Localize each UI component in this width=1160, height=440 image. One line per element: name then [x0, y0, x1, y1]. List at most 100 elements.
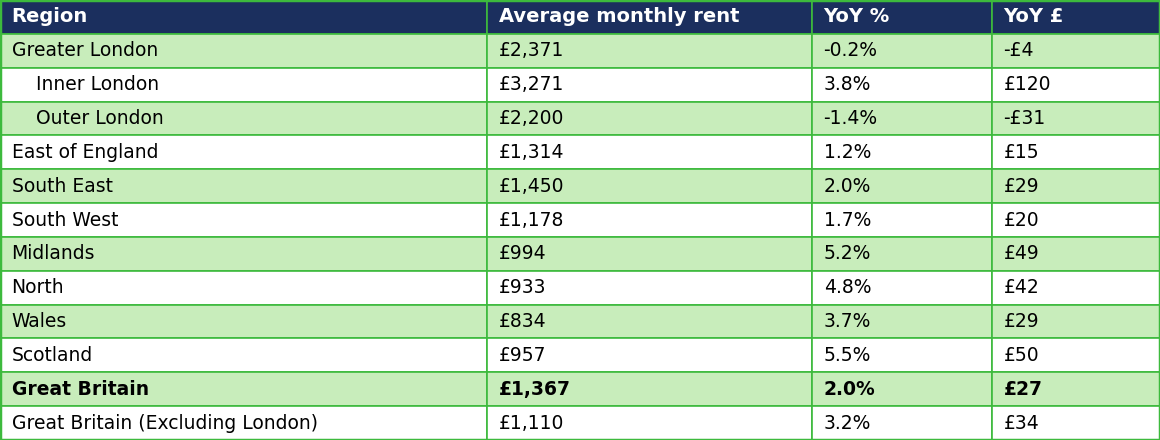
- Text: 3.8%: 3.8%: [824, 75, 871, 94]
- Text: £1,367: £1,367: [499, 380, 571, 399]
- Text: £1,110: £1,110: [499, 414, 564, 433]
- Text: Great Britain: Great Britain: [12, 380, 148, 399]
- Text: Great Britain (Excluding London): Great Britain (Excluding London): [12, 414, 318, 433]
- Bar: [0, 0, 487, 34]
- Text: 3.2%: 3.2%: [824, 414, 871, 433]
- Text: -£31: -£31: [1003, 109, 1045, 128]
- Bar: [812, 68, 992, 102]
- Text: £1,178: £1,178: [499, 210, 564, 230]
- Text: £2,200: £2,200: [499, 109, 564, 128]
- Text: Midlands: Midlands: [12, 244, 95, 264]
- Text: YoY £: YoY £: [1003, 7, 1064, 26]
- Bar: [992, 102, 1160, 136]
- Text: £994: £994: [499, 244, 546, 264]
- Text: £834: £834: [499, 312, 546, 331]
- Text: -0.2%: -0.2%: [824, 41, 878, 60]
- Bar: [487, 169, 812, 203]
- Text: £34: £34: [1003, 414, 1039, 433]
- Bar: [0, 304, 487, 338]
- Bar: [812, 338, 992, 372]
- Bar: [812, 304, 992, 338]
- Text: Outer London: Outer London: [12, 109, 164, 128]
- Bar: [992, 338, 1160, 372]
- Bar: [812, 271, 992, 304]
- Text: 5.2%: 5.2%: [824, 244, 871, 264]
- Text: £1,314: £1,314: [499, 143, 564, 162]
- Bar: [992, 304, 1160, 338]
- Bar: [812, 0, 992, 34]
- Bar: [992, 237, 1160, 271]
- Text: Average monthly rent: Average monthly rent: [499, 7, 739, 26]
- Bar: [0, 338, 487, 372]
- Bar: [0, 102, 487, 136]
- Text: South West: South West: [12, 210, 118, 230]
- Bar: [992, 136, 1160, 169]
- Text: £20: £20: [1003, 210, 1039, 230]
- Text: YoY %: YoY %: [824, 7, 890, 26]
- Text: Region: Region: [12, 7, 88, 26]
- Bar: [812, 203, 992, 237]
- Text: Inner London: Inner London: [12, 75, 159, 94]
- Bar: [487, 271, 812, 304]
- Text: -£4: -£4: [1003, 41, 1034, 60]
- Text: £27: £27: [1003, 380, 1043, 399]
- Text: East of England: East of England: [12, 143, 158, 162]
- Bar: [812, 372, 992, 406]
- Bar: [487, 68, 812, 102]
- Bar: [487, 203, 812, 237]
- Bar: [992, 169, 1160, 203]
- Text: £1,450: £1,450: [499, 176, 564, 196]
- Bar: [812, 406, 992, 440]
- Text: 4.8%: 4.8%: [824, 278, 871, 297]
- Text: Wales: Wales: [12, 312, 67, 331]
- Bar: [0, 406, 487, 440]
- Bar: [0, 237, 487, 271]
- Bar: [992, 0, 1160, 34]
- Text: South East: South East: [12, 176, 113, 196]
- Bar: [0, 203, 487, 237]
- Bar: [812, 34, 992, 68]
- Text: £15: £15: [1003, 143, 1039, 162]
- Text: 1.7%: 1.7%: [824, 210, 871, 230]
- Text: Scotland: Scotland: [12, 346, 93, 365]
- Bar: [992, 271, 1160, 304]
- Bar: [812, 169, 992, 203]
- Text: North: North: [12, 278, 64, 297]
- Bar: [487, 0, 812, 34]
- Bar: [487, 338, 812, 372]
- Bar: [487, 406, 812, 440]
- Text: £42: £42: [1003, 278, 1039, 297]
- Bar: [487, 237, 812, 271]
- Text: 1.2%: 1.2%: [824, 143, 871, 162]
- Bar: [487, 102, 812, 136]
- Bar: [487, 372, 812, 406]
- Bar: [812, 102, 992, 136]
- Text: £50: £50: [1003, 346, 1039, 365]
- Bar: [0, 169, 487, 203]
- Bar: [0, 271, 487, 304]
- Bar: [812, 136, 992, 169]
- Bar: [0, 34, 487, 68]
- Bar: [487, 34, 812, 68]
- Bar: [0, 372, 487, 406]
- Text: -1.4%: -1.4%: [824, 109, 878, 128]
- Text: Greater London: Greater London: [12, 41, 158, 60]
- Bar: [0, 68, 487, 102]
- Bar: [992, 34, 1160, 68]
- Bar: [992, 68, 1160, 102]
- Text: £49: £49: [1003, 244, 1039, 264]
- Text: £3,271: £3,271: [499, 75, 564, 94]
- Bar: [992, 406, 1160, 440]
- Bar: [992, 203, 1160, 237]
- Text: 3.7%: 3.7%: [824, 312, 871, 331]
- Text: £120: £120: [1003, 75, 1051, 94]
- Bar: [487, 136, 812, 169]
- Bar: [992, 372, 1160, 406]
- Text: 2.0%: 2.0%: [824, 380, 876, 399]
- Text: £933: £933: [499, 278, 546, 297]
- Text: £2,371: £2,371: [499, 41, 564, 60]
- Text: £29: £29: [1003, 312, 1039, 331]
- Bar: [487, 304, 812, 338]
- Text: £957: £957: [499, 346, 546, 365]
- Text: 5.5%: 5.5%: [824, 346, 871, 365]
